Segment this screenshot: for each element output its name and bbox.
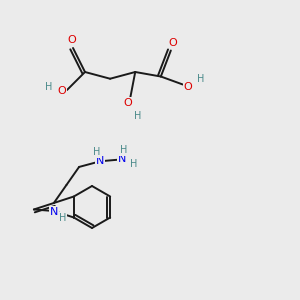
Text: O: O xyxy=(184,82,192,92)
Text: N: N xyxy=(50,207,58,217)
Text: O: O xyxy=(124,98,133,108)
Text: H: H xyxy=(59,213,67,223)
Text: H: H xyxy=(120,145,127,155)
Text: N: N xyxy=(118,154,126,164)
Text: H: H xyxy=(93,147,100,157)
Text: H: H xyxy=(134,111,141,121)
Text: H: H xyxy=(130,159,137,169)
Text: O: O xyxy=(58,86,66,96)
Text: O: O xyxy=(169,38,177,47)
Text: O: O xyxy=(68,35,76,45)
Text: N: N xyxy=(96,156,104,166)
Text: H: H xyxy=(45,82,53,92)
Text: H: H xyxy=(197,74,205,83)
